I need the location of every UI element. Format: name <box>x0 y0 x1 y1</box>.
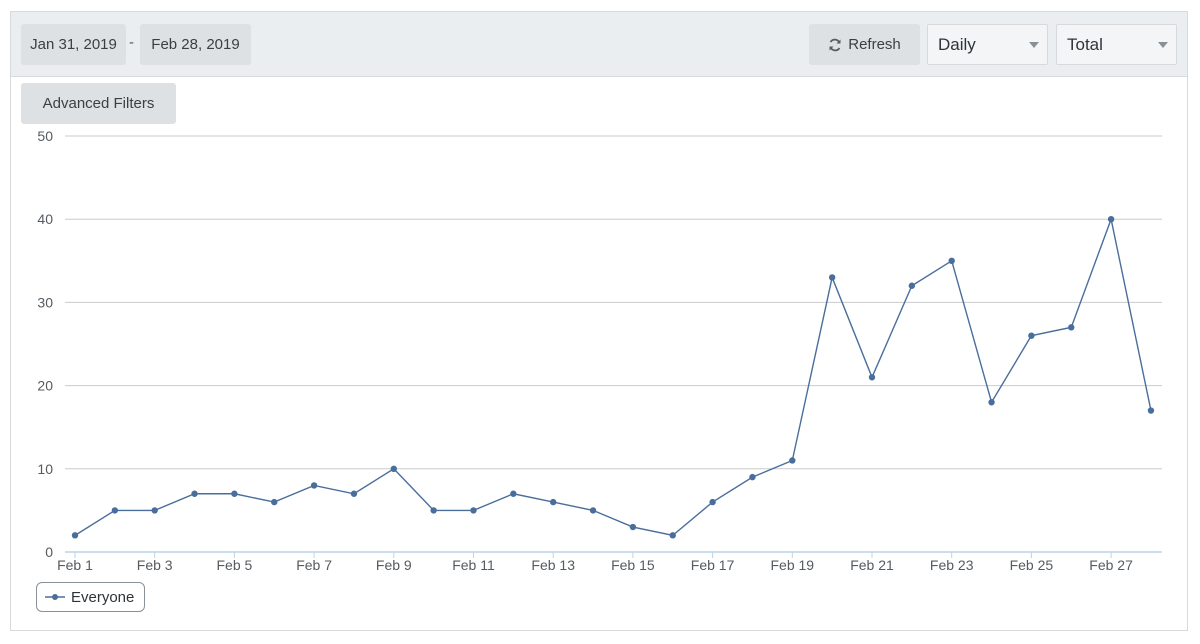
data-point <box>828 274 836 281</box>
legend-item-everyone[interactable]: Everyone <box>36 582 146 612</box>
x-tick-label: Feb 11 <box>452 557 495 573</box>
data-point <box>151 507 158 514</box>
data-point <box>1147 407 1155 414</box>
x-tick-label: Feb 9 <box>376 557 412 573</box>
series-line-everyone <box>74 216 1152 537</box>
data-point <box>390 465 397 472</box>
data-point <box>868 374 876 381</box>
data-point <box>111 507 119 514</box>
data-point <box>988 399 995 406</box>
data-point <box>709 498 716 506</box>
refresh-label: Refresh <box>848 36 901 53</box>
data-point <box>669 532 676 539</box>
data-point <box>231 490 238 497</box>
toolbar: Jan 31, 2019 - Feb 28, 2019 Refresh Dail… <box>11 12 1187 77</box>
chevron-down-icon <box>1029 42 1039 48</box>
x-tick-label: Feb 13 <box>531 557 575 573</box>
y-tick-label: 50 <box>37 128 53 144</box>
data-point <box>71 532 79 539</box>
x-tick-label: Feb 17 <box>691 557 735 573</box>
x-tick-label: Feb 15 <box>611 557 655 573</box>
y-tick-label: 20 <box>37 378 53 394</box>
measure-select[interactable]: Total <box>1056 24 1177 65</box>
data-point <box>271 498 278 506</box>
interval-value: Daily <box>938 34 976 54</box>
start-date-button[interactable]: Jan 31, 2019 <box>21 24 126 65</box>
interval-select[interactable]: Daily <box>927 24 1048 65</box>
x-tick-label: Feb 3 <box>137 557 173 573</box>
data-point <box>550 498 557 506</box>
chevron-down-icon <box>1158 42 1168 48</box>
data-point <box>948 257 955 264</box>
data-point <box>629 523 637 531</box>
advanced-filters-button[interactable]: Advanced Filters <box>21 83 176 124</box>
data-point <box>789 457 796 464</box>
data-point <box>191 490 198 497</box>
measure-value: Total <box>1067 34 1103 54</box>
y-tick-label: 40 <box>37 211 53 227</box>
refresh-icon <box>829 38 841 51</box>
line-chart: 0 10 20 30 40 50 Feb 1 Feb 3 Feb 5 Feb 7 Feb 9 Feb … <box>37 128 1162 573</box>
data-point <box>749 473 756 481</box>
data-point <box>1107 216 1115 223</box>
data-point <box>908 282 916 289</box>
x-tick-label: Feb 21 <box>850 557 894 573</box>
x-tick-label: Feb 25 <box>1010 557 1054 573</box>
data-point <box>430 507 437 514</box>
end-date-button[interactable]: Feb 28, 2019 <box>140 24 251 65</box>
data-point <box>589 507 597 514</box>
legend-line-marker-icon <box>45 594 65 600</box>
x-tick-label: Feb 1 <box>57 557 93 573</box>
x-tick-label: Feb 27 <box>1089 557 1133 573</box>
report-panel: Jan 31, 2019 - Feb 28, 2019 Refresh Dail… <box>10 11 1188 631</box>
date-separator: - <box>129 34 134 51</box>
y-tick-label: 10 <box>37 461 53 477</box>
data-point <box>510 490 517 497</box>
x-tick-label: Feb 5 <box>216 557 252 573</box>
y-tick-label: 0 <box>45 544 53 560</box>
data-point <box>1068 324 1075 331</box>
x-tick-label: Feb 23 <box>930 557 974 573</box>
x-tick-label: Feb 19 <box>771 557 815 573</box>
data-point <box>1028 332 1035 339</box>
data-point <box>470 507 477 514</box>
refresh-button[interactable]: Refresh <box>809 24 920 65</box>
legend-label: Everyone <box>71 588 135 606</box>
data-point <box>310 482 318 489</box>
y-tick-label: 30 <box>37 294 53 310</box>
x-tick-label: Feb 7 <box>296 557 332 573</box>
data-point <box>350 490 358 497</box>
